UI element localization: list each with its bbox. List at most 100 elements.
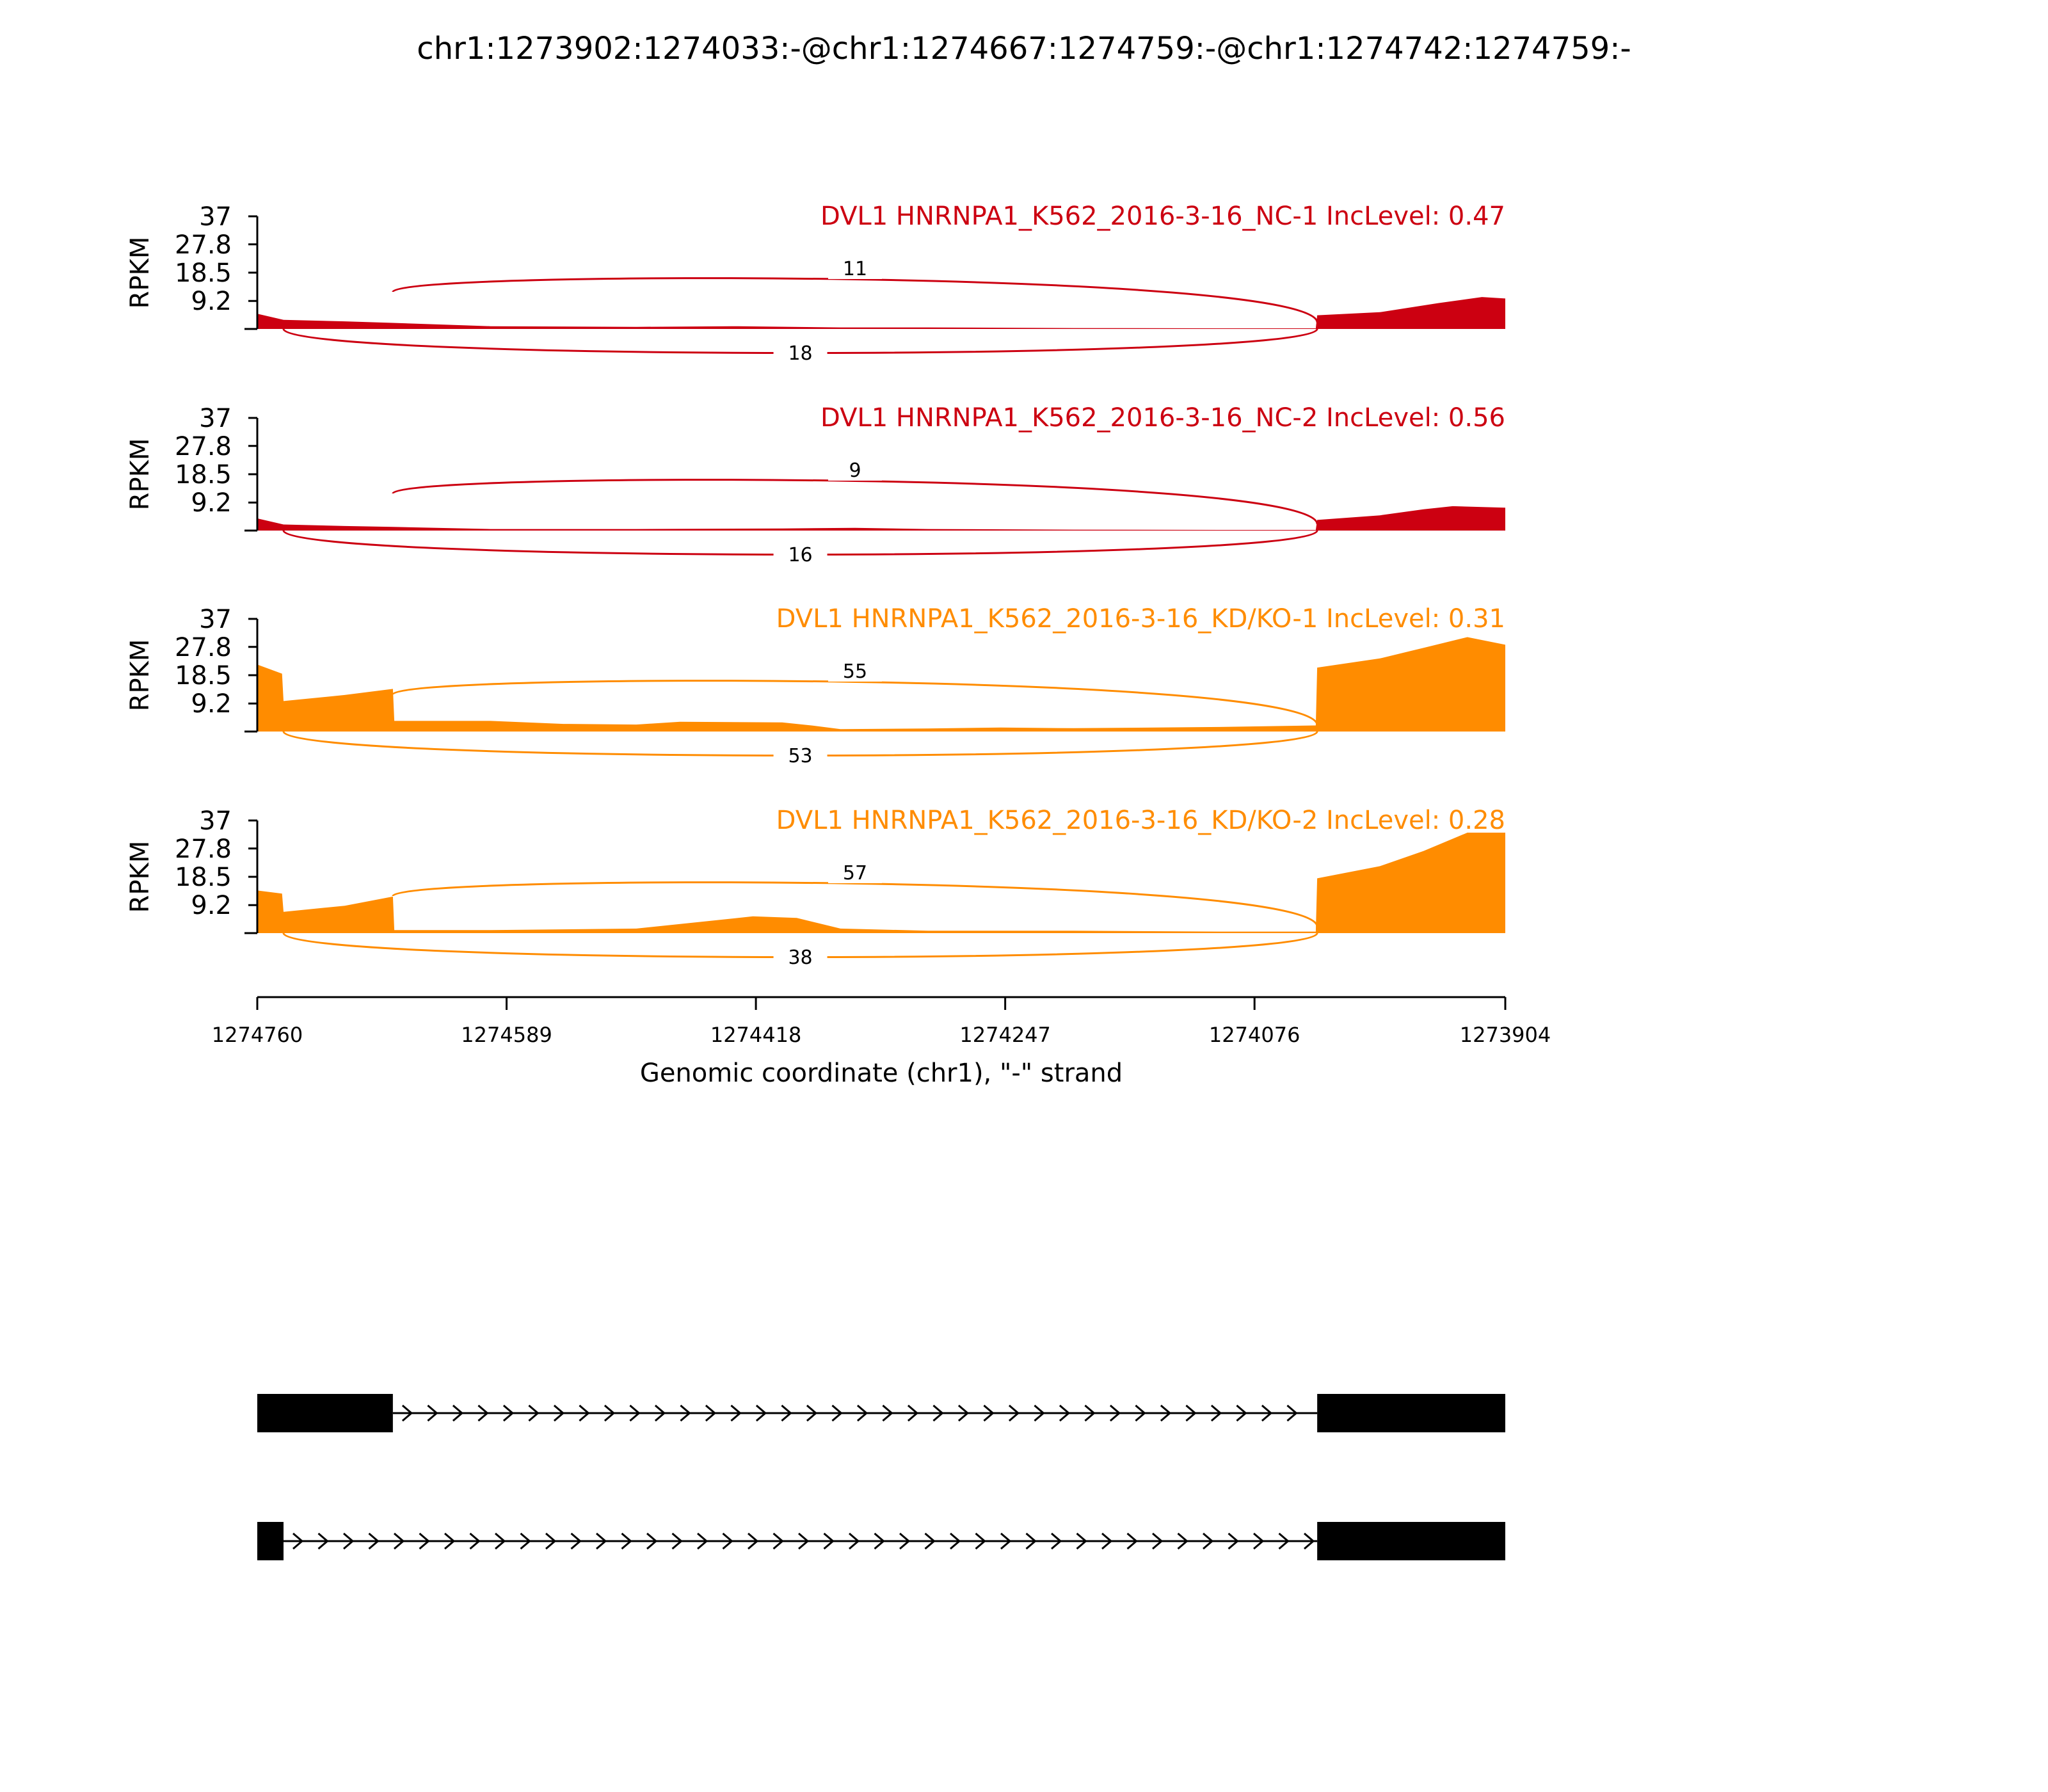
- intron-direction-chevron: [401, 1404, 413, 1422]
- intron-direction-chevron: [823, 1532, 835, 1550]
- skipping-count-box: [773, 541, 828, 564]
- intron-direction-chevron: [697, 1532, 708, 1550]
- y-tick-label: 18.5: [175, 661, 232, 691]
- intron-direction-chevron: [570, 1532, 582, 1550]
- skipping-junction-count: 38: [788, 947, 812, 969]
- y-tick-label: 27.8: [175, 835, 232, 864]
- transcript-2: [257, 1522, 1505, 1560]
- track-label: DVL1 HNRNPA1_K562_2016-3-16_KD/KO-1 IncL…: [776, 604, 1505, 634]
- chart-title: chr1:1273902:1274033:-@chr1:1274667:1274…: [417, 31, 1631, 67]
- inclusion-count-box: [828, 256, 882, 279]
- intron-direction-chevron: [924, 1532, 936, 1550]
- intron-direction-chevron: [899, 1532, 911, 1550]
- coverage-area: [257, 833, 1505, 933]
- x-axis-label: Genomic coordinate (chr1), "-" strand: [640, 1059, 1123, 1088]
- intron-direction-chevron: [975, 1532, 986, 1550]
- y-axis-label: RPKM: [125, 237, 155, 309]
- track-3: 55 53 DVL1 HNRNPA1_K562_2016-3-16_KD/KO-1 …: [125, 604, 1505, 767]
- intron-direction-chevron: [469, 1532, 481, 1550]
- coverage-area: [257, 506, 1505, 531]
- intron-direction-chevron: [957, 1404, 970, 1422]
- intron-direction-chevron: [1203, 1532, 1214, 1550]
- y-tick-label: 9.2: [191, 488, 232, 518]
- coverage-area: [257, 637, 1505, 732]
- intron-direction-chevron: [1076, 1532, 1087, 1550]
- intron-direction-chevron: [502, 1404, 515, 1422]
- intron-direction-chevron: [748, 1532, 759, 1550]
- y-tick-label: 27.8: [175, 230, 232, 260]
- intron-direction-chevron: [604, 1404, 616, 1422]
- intron-direction-chevron: [882, 1404, 893, 1422]
- intron-direction-chevron: [1210, 1404, 1222, 1422]
- intron-direction-chevron: [1109, 1404, 1121, 1422]
- intron-direction-chevron: [1261, 1404, 1273, 1422]
- intron-direction-chevron: [755, 1404, 767, 1422]
- intron-direction-chevron: [1286, 1404, 1298, 1422]
- skipping-junction-count: 18: [788, 342, 812, 365]
- skipping-count-box: [773, 339, 828, 362]
- y-tick-label: 18.5: [175, 259, 232, 288]
- intron-direction-chevron: [419, 1532, 430, 1550]
- intron-direction-chevron: [646, 1532, 658, 1550]
- intron-direction-chevron: [932, 1404, 944, 1422]
- intron-direction-chevron: [722, 1532, 733, 1550]
- intron-direction-chevron: [444, 1532, 456, 1550]
- y-tick-label: 37: [199, 806, 232, 836]
- y-axis-label: RPKM: [125, 841, 155, 913]
- x-tick-label: 1274076: [1209, 1023, 1300, 1047]
- intron-direction-chevron: [452, 1404, 464, 1422]
- intron-direction-chevron: [730, 1404, 742, 1422]
- intron-direction-chevron: [1160, 1404, 1172, 1422]
- inclusion-count-box: [828, 860, 882, 883]
- intron-direction-chevron: [1304, 1532, 1315, 1550]
- y-axis-label: RPKM: [125, 438, 155, 511]
- inclusion-junction-arc: [392, 680, 1318, 726]
- inclusion-junction-count: 55: [843, 660, 867, 683]
- inclusion-count-box: [828, 458, 882, 481]
- intron-direction-chevron: [806, 1404, 818, 1422]
- x-tick-label: 1273904: [1460, 1023, 1551, 1047]
- intron-direction-chevron: [579, 1404, 590, 1422]
- intron-direction-chevron: [596, 1532, 607, 1550]
- inclusion-junction-count: 57: [843, 862, 867, 884]
- intron-direction-chevron: [1177, 1532, 1188, 1550]
- intron-direction-chevron: [1101, 1532, 1113, 1550]
- intron-direction-chevron: [856, 1404, 868, 1422]
- y-axis-label: RPKM: [125, 639, 155, 712]
- coverage-area: [257, 297, 1505, 329]
- intron-direction-chevron: [1152, 1532, 1164, 1550]
- intron-direction-chevron: [1084, 1404, 1096, 1422]
- intron-direction-chevron: [772, 1532, 784, 1550]
- track-label: DVL1 HNRNPA1_K562_2016-3-16_NC-1 IncLeve…: [820, 202, 1505, 231]
- x-tick-label: 1274760: [212, 1023, 303, 1047]
- track-label: DVL1 HNRNPA1_K562_2016-3-16_NC-2 IncLeve…: [820, 403, 1505, 433]
- track-label: DVL1 HNRNPA1_K562_2016-3-16_KD/KO-2 IncL…: [776, 806, 1505, 835]
- x-tick-label: 1274589: [461, 1023, 552, 1047]
- intron-direction-chevron: [798, 1532, 810, 1550]
- coverage-tracks: 11 18 DVL1 HNRNPA1_K562_2016-3-16_NC-1 Inc…: [125, 202, 1505, 969]
- intron-direction-chevron: [621, 1532, 632, 1550]
- y-tick-label: 37: [199, 404, 232, 433]
- y-tick-label: 18.5: [175, 863, 232, 892]
- x-axis: 1274760 1274589 1274418 1274247 1274076 12739…: [212, 996, 1551, 1047]
- intron-direction-chevron: [545, 1532, 557, 1550]
- transcript-1: [257, 1394, 1505, 1432]
- skipping-count-box: [773, 943, 828, 966]
- exon-block: [257, 1394, 393, 1432]
- intron-direction-chevron: [983, 1404, 995, 1422]
- intron-direction-chevron: [874, 1532, 885, 1550]
- intron-direction-chevron: [1135, 1404, 1146, 1422]
- intron-direction-chevron: [528, 1404, 540, 1422]
- y-tick-label: 37: [199, 605, 232, 634]
- intron-direction-chevron: [368, 1532, 380, 1550]
- intron-direction-chevron: [1000, 1532, 1012, 1550]
- inclusion-junction-arc: [392, 881, 1318, 927]
- intron-direction-chevron: [1185, 1404, 1197, 1422]
- intron-direction-chevron: [1008, 1404, 1020, 1422]
- intron-direction-chevron: [781, 1404, 792, 1422]
- exon-block: [1317, 1522, 1505, 1560]
- transcript-models: [257, 1394, 1505, 1560]
- intron-direction-chevron: [671, 1532, 683, 1550]
- intron-direction-chevron: [317, 1532, 329, 1550]
- skipping-junction-count: 16: [788, 544, 812, 566]
